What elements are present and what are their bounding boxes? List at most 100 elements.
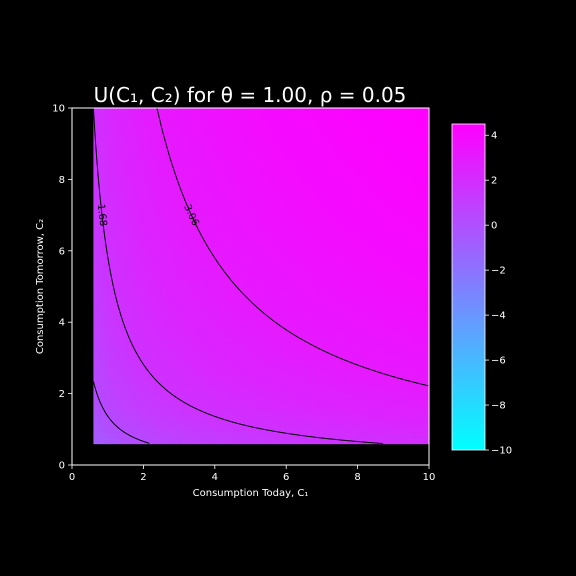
heatmap-cell <box>356 370 363 378</box>
heatmap-cell <box>378 370 385 378</box>
heatmap-cell <box>210 180 218 187</box>
heatmap-cell <box>305 437 313 445</box>
heatmap-cell <box>406 404 413 411</box>
heatmap-cell <box>350 175 357 182</box>
heatmap-cell <box>317 158 324 165</box>
heatmap-cell <box>205 270 212 277</box>
heatmap-cell <box>289 337 296 344</box>
heatmap-cell <box>244 415 251 422</box>
heatmap-cell <box>300 119 307 126</box>
heatmap-cell <box>283 387 290 394</box>
heatmap-cell <box>423 410 429 417</box>
heatmap-cell <box>227 410 234 417</box>
heatmap-cell <box>177 286 184 294</box>
heatmap-cell <box>104 292 111 299</box>
heatmap-cell <box>333 382 341 389</box>
heatmap-cell <box>378 342 385 350</box>
heatmap-cell <box>289 208 296 215</box>
heatmap-cell <box>266 404 273 411</box>
heatmap-cell <box>401 286 408 294</box>
heatmap-cell <box>177 314 184 322</box>
heatmap-cell <box>266 437 273 445</box>
heatmap-cell <box>199 141 206 148</box>
heatmap-cell <box>194 320 201 327</box>
heatmap-cell <box>356 292 363 299</box>
heatmap-cell <box>361 259 369 266</box>
heatmap-cell <box>160 231 167 238</box>
heatmap-cell <box>339 398 346 406</box>
heatmap-cell <box>328 163 335 171</box>
heatmap-cell <box>182 281 190 288</box>
heatmap-cell <box>110 320 117 327</box>
heatmap-cell <box>149 158 156 165</box>
heatmap-cell <box>149 393 156 400</box>
heatmap-cell <box>417 186 424 193</box>
heatmap-cell <box>378 314 385 322</box>
heatmap-cell <box>177 191 184 199</box>
heatmap-cell <box>367 158 374 165</box>
heatmap-cell <box>177 370 184 378</box>
heatmap-cell <box>389 320 397 327</box>
heatmap-cell <box>423 186 429 193</box>
heatmap-cell <box>384 292 391 299</box>
heatmap-cell <box>233 331 240 338</box>
heatmap-cell <box>401 219 408 227</box>
heatmap-cell <box>149 404 156 411</box>
heatmap-cell <box>132 270 139 277</box>
heatmap-cell <box>367 376 374 383</box>
heatmap-cell <box>110 231 117 238</box>
heatmap-cell <box>345 415 352 422</box>
heatmap-cell <box>250 410 257 417</box>
heatmap-cell <box>182 348 190 355</box>
heatmap-cell <box>171 225 178 232</box>
heatmap-cell <box>373 197 380 204</box>
heatmap-cell <box>300 286 307 294</box>
heatmap-cell <box>216 253 223 260</box>
heatmap-cell <box>104 147 111 154</box>
heatmap-cell <box>311 247 318 255</box>
heatmap-cell <box>317 259 324 266</box>
heatmap-cell <box>339 225 346 232</box>
heatmap-cell <box>322 141 329 148</box>
heatmap-cell <box>328 119 335 126</box>
heatmap-cell <box>99 398 106 406</box>
heatmap-cell <box>305 292 313 299</box>
heatmap-cell <box>182 270 190 277</box>
heatmap-cell <box>154 354 162 361</box>
heatmap-cell <box>277 175 285 182</box>
heatmap-cell <box>294 236 301 243</box>
heatmap-cell <box>311 432 318 439</box>
heatmap-cell <box>317 225 324 232</box>
heatmap-cell <box>222 130 229 137</box>
heatmap-cell <box>199 163 206 171</box>
heatmap-cell <box>333 225 341 232</box>
heatmap-cell <box>406 342 413 350</box>
heatmap-cell <box>205 219 212 227</box>
heatmap-cell <box>177 410 184 417</box>
heatmap-cell <box>110 119 117 126</box>
heatmap-cell <box>227 158 234 165</box>
heatmap-cell <box>266 147 273 154</box>
heatmap-cell <box>166 175 173 182</box>
heatmap-cell <box>250 208 257 215</box>
heatmap-cell <box>261 275 268 282</box>
heatmap-cell <box>412 197 419 204</box>
heatmap-cell <box>227 163 234 171</box>
heatmap-cell <box>417 314 424 322</box>
heatmap-cell <box>115 432 122 439</box>
heatmap-cell <box>384 124 391 131</box>
heatmap-cell <box>188 348 195 355</box>
heatmap-cell <box>104 141 111 148</box>
heatmap-cell <box>350 382 357 389</box>
heatmap-cell <box>322 219 329 227</box>
heatmap-cell <box>412 242 419 249</box>
heatmap-cell <box>194 247 201 255</box>
heatmap-cell <box>333 331 341 338</box>
heatmap-cell <box>294 275 301 282</box>
heatmap-cell <box>205 231 212 238</box>
heatmap-cell <box>110 113 117 120</box>
heatmap-cell <box>311 410 318 417</box>
heatmap-cell <box>99 236 106 243</box>
heatmap-cell <box>317 180 324 187</box>
heatmap-cell <box>222 225 229 232</box>
